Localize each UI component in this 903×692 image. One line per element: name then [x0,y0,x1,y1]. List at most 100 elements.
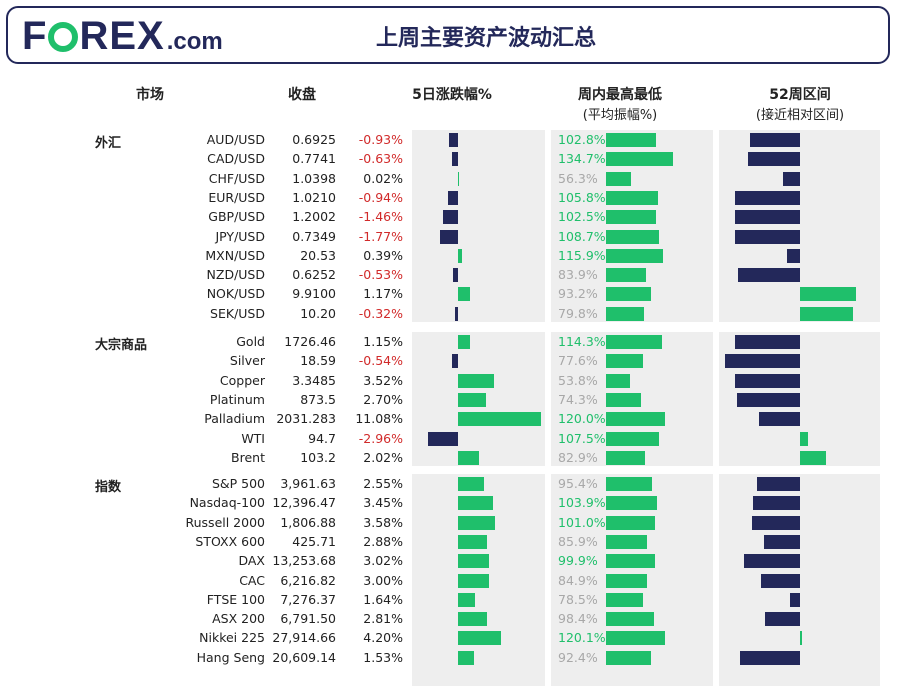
week52-bar [724,354,800,369]
week52-bar [800,287,856,302]
range-bar [606,229,660,244]
close-value: 20,609.14 [272,649,336,665]
range-bar [606,477,653,491]
change-label: -0.32% [358,305,403,321]
range-label: 120.0% [558,411,606,427]
close-value: 1.0210 [292,189,336,205]
range-label: 82.9% [558,449,598,465]
change-bar [458,650,474,665]
range-label: 134.7% [558,151,606,167]
close-value: 7,276.37 [280,591,336,607]
change-label: 0.39% [363,247,403,263]
col-close-header: 收盘 [288,87,316,103]
close-value: 10.20 [300,305,336,321]
week52-bar [758,412,800,427]
range-bar [606,190,658,205]
week52-bar [765,612,800,627]
close-value: 3,961.63 [280,476,336,491]
week52-bar [786,248,800,263]
asset-name: SEK/USD [210,305,265,321]
range-label: 115.9% [558,247,606,263]
asset-name: Platinum [209,391,265,407]
range-bar [606,412,666,427]
asset-name: ASX 200 [212,611,265,627]
page-title: 上周主要资产波动汇总 [376,26,597,51]
range-bar [606,335,663,349]
change-label: -0.63% [358,151,403,167]
range-label: 56.3% [558,170,598,186]
asset-name: NOK/USD [206,286,265,302]
asset-name: CHF/USD [208,170,265,186]
close-value: 27,914.66 [272,630,336,646]
col-range-header: 周内最高最低 [578,87,662,103]
range-label: 92.4% [558,649,598,665]
range-label: 79.8% [558,305,598,321]
range-bar [606,631,666,646]
change-label: -0.94% [358,189,403,205]
range-label: 101.0% [558,514,606,530]
week52-bar [800,450,826,465]
close-value: 103.2 [300,449,336,465]
asset-name: Palladium [204,411,265,427]
change-label: 2.81% [363,611,403,627]
close-value: 18.59 [300,353,336,369]
change-bar [448,133,458,147]
range-bar [606,534,648,549]
change-label: 4.20% [363,630,403,646]
asset-name: CAD/USD [207,151,265,167]
week52-bar [789,592,800,607]
week52-bar [735,335,800,349]
change-bar [458,631,501,646]
change-bar [458,554,489,569]
range-bar [606,450,646,465]
close-value: 1726.46 [284,334,336,349]
change-label: 3.52% [363,372,403,388]
change-bar [458,171,459,186]
change-bar [458,373,494,388]
range-label: 102.8% [558,132,606,147]
range-label: 74.3% [558,391,598,407]
change-label: 1.53% [363,649,403,665]
change-label: 3.58% [363,514,403,530]
change-label: 2.70% [363,391,403,407]
close-value: 1.2002 [292,209,336,225]
change-bar [458,392,486,407]
week52-bar [751,515,800,530]
close-value: 0.7741 [292,151,336,167]
asset-name: Copper [219,372,265,388]
change-label: -0.53% [358,267,403,283]
range-label: 105.8% [558,189,606,205]
range-label: 84.9% [558,572,598,588]
close-value: 13,253.68 [272,553,336,569]
week52-bar [749,133,800,147]
asset-name: Brent [231,449,265,465]
range-label: 83.9% [558,267,598,283]
range-bar [606,133,657,147]
change-bar [443,210,458,225]
change-label: 2.02% [363,449,403,465]
close-value: 6,791.50 [280,611,336,627]
logo-ring-icon [48,22,79,52]
asset-name: Nikkei 225 [199,630,265,646]
range-label: 93.2% [558,286,598,302]
range-bar [606,210,656,225]
range-bar [606,392,641,407]
week52-bar [735,373,800,388]
change-bar [458,592,475,607]
change-label: 2.88% [363,533,403,549]
range-bar [606,592,644,607]
range-label: 85.9% [558,533,598,549]
asset-name: NZD/USD [206,267,265,283]
change-bar [448,190,458,205]
col-change-header: 5日涨跌幅% [412,87,492,103]
week52-bar [800,431,808,446]
range-bar [606,152,674,167]
range-bar [606,496,657,511]
close-value: 1,806.88 [280,514,336,530]
asset-name: Gold [236,334,265,349]
week52-bar [735,210,800,225]
change-label: 11.08% [355,411,403,427]
range-bar [606,373,630,388]
change-bar [458,287,470,302]
asset-name: FTSE 100 [206,591,265,607]
